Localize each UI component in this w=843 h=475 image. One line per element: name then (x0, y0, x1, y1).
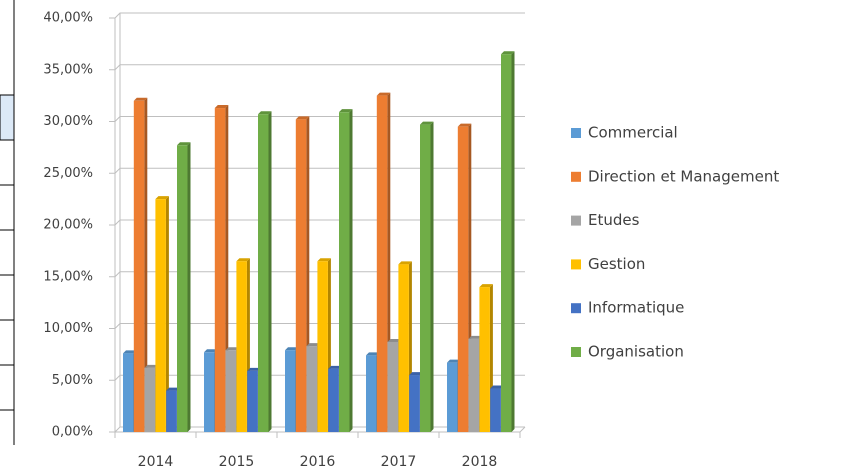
bar-side (187, 142, 191, 432)
legend-label: Etudes (588, 211, 640, 229)
bar-top (247, 367, 261, 371)
bar-top (285, 347, 299, 351)
bar (295, 119, 307, 433)
grid-line (114, 116, 525, 122)
legend-swatch (571, 347, 581, 357)
bar (225, 350, 237, 432)
bar-top (420, 121, 434, 125)
bar (398, 264, 409, 432)
bar (376, 95, 388, 432)
bar-side (268, 111, 272, 432)
bar-top (306, 343, 321, 347)
y-tick-label: 30,00% (43, 114, 93, 129)
bar (468, 338, 480, 432)
legend-swatch (571, 259, 581, 270)
bar-top (501, 51, 515, 55)
bar-top (204, 349, 218, 353)
legend-swatch (571, 128, 581, 138)
y-tick-label: 15,00% (43, 269, 93, 284)
x-tick-label: 2018 (462, 454, 498, 470)
bar-top (339, 109, 353, 113)
bar (177, 145, 188, 432)
legend-swatch (571, 215, 581, 226)
bar-top (166, 387, 180, 391)
y-tick-label: 40,00% (43, 11, 93, 26)
x-tick-label: 2015 (219, 454, 255, 470)
legend-swatch (571, 171, 581, 182)
bar (155, 199, 166, 432)
y-tick-label: 0,00% (52, 425, 93, 440)
bar (366, 355, 377, 432)
bar-side (430, 121, 434, 432)
bar-top (468, 335, 483, 339)
bar-top (225, 347, 240, 351)
bar-top (144, 364, 159, 368)
bar (457, 126, 469, 433)
bar-top (155, 196, 169, 200)
bar-top (376, 92, 391, 96)
bar-top (457, 123, 472, 127)
bar-top (214, 105, 229, 109)
bar (501, 54, 512, 432)
bar (387, 341, 399, 432)
bar-top (295, 116, 310, 120)
legend-label: Informatique (588, 299, 684, 317)
bar (236, 261, 247, 432)
bar-top (236, 258, 250, 262)
x-tick-label: 2017 (381, 454, 417, 470)
bar-side (165, 196, 169, 432)
bar (479, 287, 490, 432)
bar (214, 108, 226, 433)
legend-label: Organisation (588, 343, 684, 361)
bar-top (490, 385, 504, 389)
bar (317, 261, 328, 432)
legend-label: Gestion (588, 255, 645, 273)
y-tick-label: 35,00% (43, 62, 93, 77)
sheet-cells (0, 0, 15, 445)
y-tick-label: 5,00% (52, 373, 93, 388)
bar-top (133, 97, 148, 101)
bar-top (387, 338, 402, 342)
bar (490, 388, 501, 432)
y-tick-label: 25,00% (43, 166, 93, 181)
bar-top (409, 372, 423, 376)
legend-swatch (571, 303, 581, 314)
bar-top (317, 258, 331, 262)
bar (123, 353, 134, 432)
bar (339, 112, 350, 432)
bar (258, 114, 269, 432)
bar-top (366, 352, 380, 356)
x-tick-label: 2016 (300, 454, 336, 470)
bar-side (349, 109, 353, 432)
selected-cell (0, 94, 15, 141)
bar-top (177, 142, 191, 146)
bar-top (479, 284, 493, 288)
legend-label: Direction et Management (588, 167, 779, 185)
bar (166, 390, 177, 432)
bar (144, 367, 156, 432)
bar (447, 362, 458, 432)
bar-side (144, 97, 148, 433)
bar (420, 124, 431, 432)
bar (285, 350, 296, 432)
bar-top (258, 111, 272, 115)
bar (204, 352, 215, 432)
bar (133, 100, 145, 433)
bar-top (398, 261, 412, 265)
y-tick-label: 20,00% (43, 218, 93, 233)
bar (409, 375, 420, 432)
grid-line (114, 64, 525, 71)
bar (328, 368, 339, 432)
bar (247, 370, 258, 432)
bar-side (511, 51, 515, 432)
bar-top (328, 365, 342, 369)
bar (306, 346, 318, 432)
bar-top (123, 350, 137, 354)
legend-label: Commercial (588, 124, 678, 142)
bar-top (447, 359, 461, 363)
x-tick-label: 2014 (138, 454, 174, 470)
y-tick-label: 10,00% (43, 321, 93, 336)
grid-line (114, 12, 525, 19)
